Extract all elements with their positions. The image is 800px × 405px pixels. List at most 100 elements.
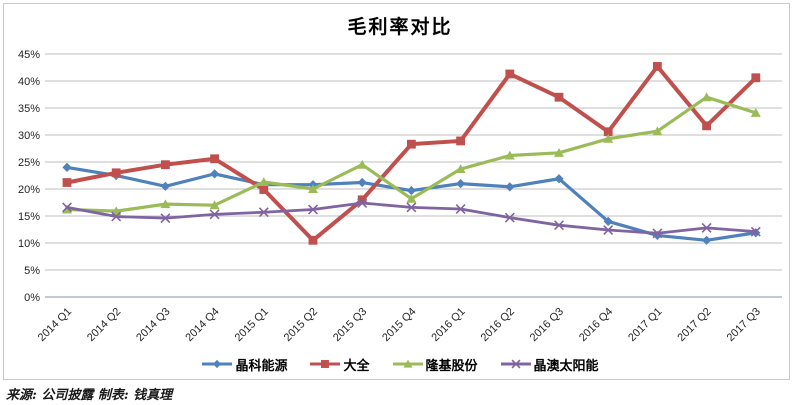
series-line-大全 — [65, 64, 758, 243]
legend-label: 隆基股份 — [425, 357, 478, 373]
legend-swatch-triangle-icon — [392, 359, 423, 368]
data-point-marker — [258, 207, 269, 218]
data-point-marker — [554, 148, 564, 157]
data-point-marker — [407, 139, 416, 149]
data-point-marker — [308, 235, 318, 245]
y-tick-label: 40% — [18, 76, 40, 88]
legend-item-晶澳太阳能: 晶澳太阳能 — [500, 355, 599, 374]
data-point-marker — [701, 222, 712, 233]
data-point-marker — [210, 154, 219, 164]
data-point-marker — [357, 177, 367, 188]
data-point-marker — [62, 178, 72, 187]
chart-legend: 晶科能源 大全 隆基股份 晶澳太阳能 — [0, 355, 800, 373]
data-point-marker — [603, 127, 613, 137]
data-point-marker — [308, 204, 318, 215]
data-point-marker — [62, 162, 72, 172]
x-tick-label: 2014 Q4 — [183, 306, 221, 344]
legend-swatch-square-icon — [310, 360, 341, 368]
y-tick-label: 0% — [24, 292, 40, 304]
data-point-marker — [701, 92, 712, 102]
data-point-marker — [603, 133, 614, 143]
legend-label: 晶澳太阳能 — [533, 357, 599, 373]
legend-swatch-x-icon — [500, 359, 531, 369]
x-tick-label: 2016 Q1 — [429, 306, 467, 344]
x-tick-label: 2014 Q1 — [36, 306, 74, 344]
legend-item-晶科能源: 晶科能源 — [201, 355, 287, 374]
x-tick-label: 2016 Q3 — [528, 306, 566, 344]
data-point-marker — [750, 108, 761, 117]
x-tick-label: 2017 Q1 — [626, 306, 664, 344]
data-point-marker — [603, 216, 613, 226]
chart-title: 毛利率对比 — [347, 16, 453, 38]
data-point-marker — [321, 360, 330, 368]
data-point-marker — [62, 202, 72, 213]
data-point-marker — [504, 150, 515, 160]
legend-label: 晶科能源 — [235, 357, 288, 373]
x-tick-label: 2016 Q4 — [577, 306, 615, 344]
x-tick-label: 2017 Q3 — [725, 306, 763, 344]
data-point-marker — [702, 235, 712, 245]
data-point-marker — [510, 359, 521, 369]
data-point-marker — [702, 121, 711, 131]
data-point-marker — [209, 209, 220, 220]
data-point-marker — [652, 126, 663, 136]
data-point-marker — [357, 198, 368, 209]
data-point-marker — [209, 200, 220, 210]
data-point-marker — [62, 204, 72, 214]
data-point-marker — [653, 62, 662, 71]
data-point-marker — [111, 168, 121, 178]
x-tick-label: 2015 Q4 — [380, 306, 418, 344]
data-point-marker — [308, 184, 318, 193]
data-point-marker — [455, 164, 466, 174]
data-point-marker — [603, 225, 614, 236]
data-point-marker — [406, 186, 416, 196]
y-tick-label: 5% — [24, 265, 40, 277]
data-point-marker — [213, 359, 222, 369]
x-tick-label: 2015 Q3 — [331, 306, 369, 344]
legend-item-大全: 大全 — [309, 355, 370, 374]
legend-label: 大全 — [343, 357, 370, 373]
data-point-marker — [554, 92, 564, 102]
y-tick-label: 10% — [18, 238, 40, 250]
y-tick-label: 15% — [18, 211, 40, 223]
x-tick-label: 2015 Q1 — [233, 306, 271, 344]
y-tick-label: 35% — [18, 103, 40, 115]
y-tick-label: 25% — [18, 157, 40, 169]
data-point-marker — [554, 174, 564, 184]
data-point-marker — [652, 228, 663, 239]
y-tick-label: 45% — [18, 49, 40, 61]
x-tick-label: 2017 Q2 — [675, 306, 713, 344]
data-point-marker — [403, 359, 412, 368]
data-point-marker — [357, 159, 368, 169]
data-point-marker — [456, 136, 465, 146]
data-point-marker — [210, 169, 220, 179]
data-point-marker — [406, 193, 417, 203]
data-point-marker — [406, 202, 417, 213]
data-point-marker — [456, 179, 466, 189]
data-point-marker — [357, 195, 367, 205]
legend-swatch-diamond-icon — [202, 359, 233, 369]
data-point-marker — [750, 226, 761, 237]
y-tick-label: 30% — [18, 130, 40, 142]
y-tick-label: 20% — [18, 184, 40, 196]
data-point-marker — [111, 211, 122, 222]
data-point-marker — [751, 73, 761, 83]
data-point-marker — [160, 181, 170, 191]
data-point-marker — [504, 212, 515, 223]
x-tick-label: 2014 Q2 — [85, 306, 123, 344]
data-point-marker — [259, 185, 269, 194]
x-tick-label: 2016 Q2 — [479, 306, 517, 344]
x-tick-label: 2014 Q3 — [134, 306, 172, 344]
source-note: 来源: 公司披露 制表: 钱真理 — [6, 388, 173, 403]
data-point-marker — [505, 69, 515, 79]
data-point-marker — [160, 213, 171, 224]
data-point-marker — [554, 220, 564, 231]
data-point-marker — [455, 204, 466, 214]
data-point-marker — [505, 182, 515, 192]
data-point-marker — [160, 199, 171, 209]
x-tick-label: 2015 Q2 — [282, 306, 320, 344]
data-point-marker — [258, 177, 269, 186]
legend-item-隆基股份: 隆基股份 — [392, 355, 478, 374]
